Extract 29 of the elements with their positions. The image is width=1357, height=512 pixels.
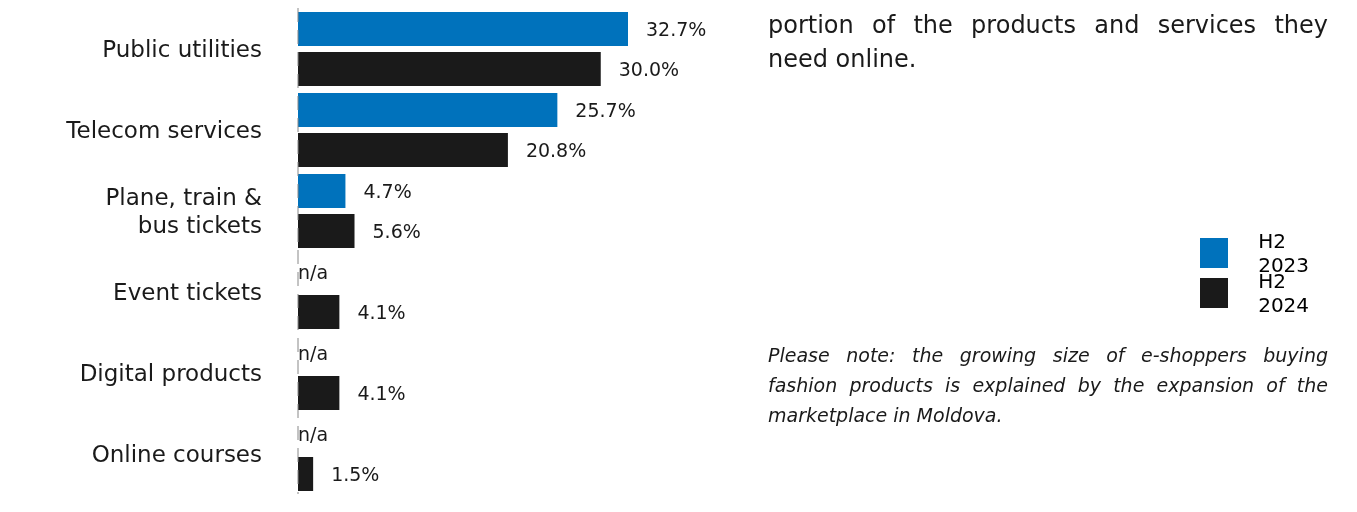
y-tick-label: Digital products: [79, 359, 262, 386]
text: n/a: [298, 423, 329, 445]
bar: [298, 93, 558, 127]
data-label: 4.7%: [363, 180, 412, 202]
bar: [298, 457, 314, 491]
text: portion of the products and services they need online.: [768, 10, 1328, 75]
data-label: 5.6%: [372, 220, 421, 242]
data-label: 4.1%: [357, 382, 406, 404]
bar: [298, 52, 601, 86]
bar: [298, 174, 346, 208]
bar: [298, 214, 355, 248]
data-label: 30.0%: [618, 58, 680, 80]
data-label: 4.1%: [357, 301, 406, 323]
y-tick-label: Plane, train & bus tickets: [105, 183, 263, 238]
y-tick-label: Online courses: [91, 440, 262, 467]
data-label: 1.5%: [331, 463, 380, 485]
text: n/a: [298, 342, 329, 364]
bar: [298, 12, 628, 46]
bar: [298, 295, 340, 329]
data-label: 32.7%: [646, 18, 707, 40]
y-tick-label: Event tickets: [113, 278, 262, 305]
data-label: 25.7%: [575, 99, 636, 121]
text: Please note: the growing size of e-shoppers buying fashion products is explained by the expansion of the marketplace in Moldova.: [768, 343, 1328, 428]
data-label: 20.8%: [525, 139, 587, 161]
text: n/a: [298, 261, 329, 283]
bar: [298, 376, 340, 410]
y-tick-label: Telecom services: [65, 116, 262, 143]
y-tick-label: Public utilities: [102, 35, 262, 62]
bar: [298, 133, 508, 167]
